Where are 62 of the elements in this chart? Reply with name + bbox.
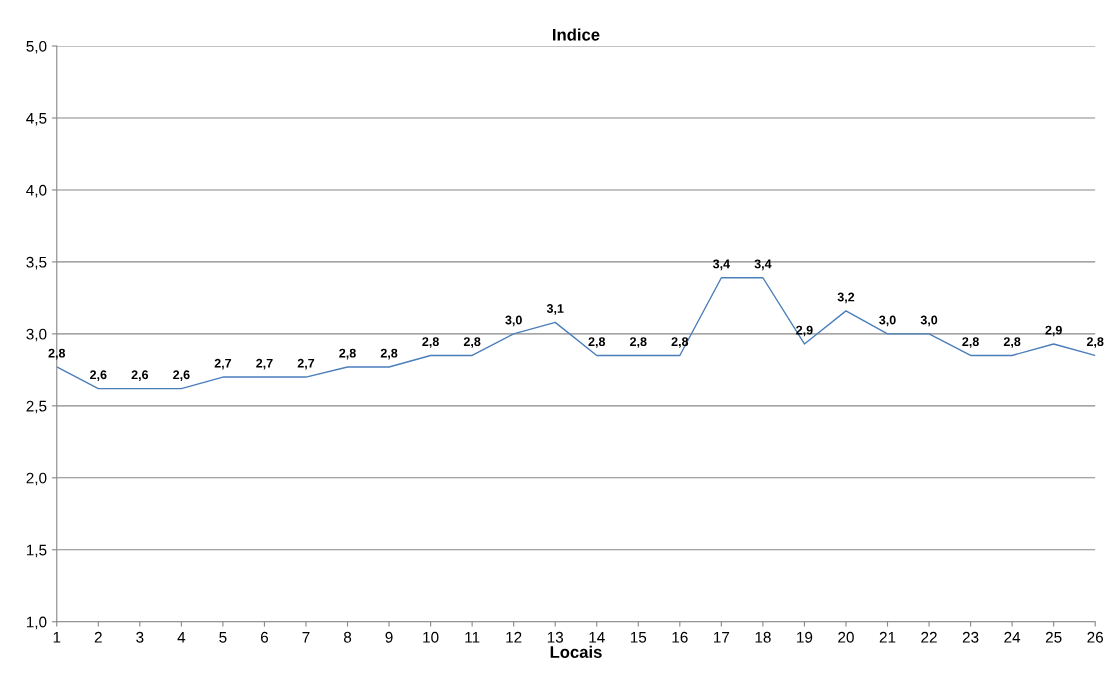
x-tick-label: 1 [53,632,61,643]
data-label: 3,4 [754,259,772,271]
data-label: 2,9 [796,325,813,337]
x-tick-label: 21 [879,631,896,643]
data-label: 3,2 [837,292,855,304]
data-label: 3,0 [920,315,938,327]
x-tick-label: 24 [1004,631,1021,643]
x-tick-label: 23 [962,631,979,643]
y-tick-label: 5,0 [26,40,47,54]
data-label: 2,8 [463,337,481,348]
data-label: 3,0 [879,315,896,327]
data-label: 2,6 [90,370,107,381]
data-label: 2,9 [1045,325,1062,337]
x-tick-label: 18 [755,631,771,643]
data-label: 2,7 [256,358,273,370]
x-tick-label: 4 [177,632,186,643]
data-label: 2,8 [1003,337,1021,348]
y-tick-label: 1,5 [26,544,47,558]
x-tick-label: 6 [260,631,269,643]
data-label: 2,8 [962,337,979,348]
x-tick-label: 19 [797,631,813,643]
x-tick-label: 3 [136,631,144,643]
data-label: 3,0 [505,315,522,327]
x-tick-label: 2 [94,631,102,643]
x-tick-label: 12 [506,631,522,643]
x-tick-label: 15 [630,632,647,643]
data-label: 2,8 [1086,337,1104,348]
data-label: 2,8 [380,348,398,360]
y-tick-label: 4,5 [26,113,47,126]
x-tick-label: 9 [385,631,393,643]
data-label: 3,1 [546,304,564,315]
x-tick-label: 20 [838,631,854,643]
y-tick-label: 2,5 [26,400,47,414]
data-label: 3,4 [712,259,730,271]
x-tick-label: 8 [343,631,352,643]
x-tick-label: 16 [672,631,688,643]
x-tick-label: 7 [302,632,310,643]
x-tick-label: 26 [1087,631,1104,643]
data-label: 2,8 [630,337,647,348]
data-label: 2,6 [173,370,190,381]
y-tick-label: 3,5 [26,256,47,270]
y-tick-label: 3,0 [26,328,47,342]
x-tick-label: 22 [921,631,937,643]
x-tick-label: 13 [547,631,564,643]
x-tick-label: 11 [465,632,480,643]
data-label: 2,8 [48,348,66,360]
data-label: 2,7 [297,358,315,370]
data-label: 2,8 [422,337,439,348]
data-label: 2,8 [339,348,356,360]
y-tick-label: 1,0 [26,616,47,630]
x-tick-label: 17 [714,632,730,643]
chart-title: Indice [553,28,600,41]
x-tick-label: 5 [219,632,227,643]
data-label: 2,7 [214,358,232,370]
data-label: 2,6 [131,370,149,381]
y-tick-label: 2,0 [26,472,47,486]
x-tick-label: 25 [1045,631,1062,643]
y-tick-label: 4,0 [26,184,47,198]
data-label: 2,8 [588,337,606,348]
x-tick-label: 10 [423,631,439,643]
x-axis-title: Locais [550,645,602,658]
x-tick-label: 14 [589,632,605,643]
